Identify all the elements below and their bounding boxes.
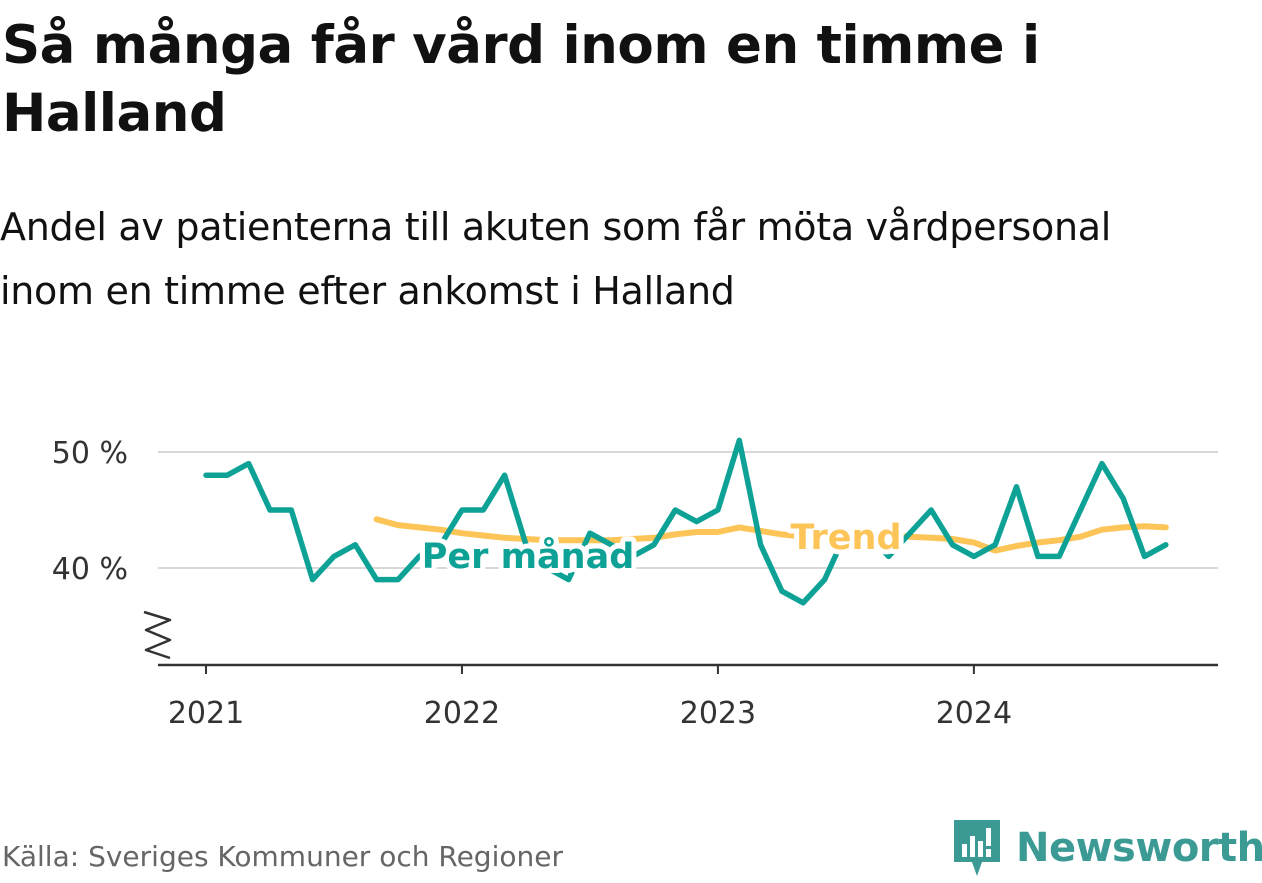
series-lines	[203, 437, 1169, 606]
monthly-line	[203, 437, 1169, 606]
x-tick-label: 2021	[168, 696, 244, 731]
label-per-manad: Per månad	[422, 536, 635, 577]
gridlines	[158, 451, 1218, 569]
y-tick-label: 40 %	[52, 552, 128, 587]
newsworthy-logo-icon	[954, 820, 1000, 876]
brand-name: Newsworthy	[1016, 825, 1262, 871]
series-labels: Per månad Trend	[417, 513, 907, 582]
axis-break-marker	[143, 610, 172, 660]
chart-subtitle: Andel av patienterna till akuten som får…	[0, 205, 1111, 313]
brand-logo: Newsworthy	[952, 818, 1262, 878]
y-tick-label: 50 %	[52, 436, 128, 471]
axes: 40 % 50 % 2021 2022 2023 2024	[52, 436, 1218, 731]
x-tick-label: 2023	[680, 696, 756, 731]
x-tick-label: 2022	[424, 696, 500, 731]
x-tick-label: 2024	[936, 696, 1012, 731]
chart-title: Så många får vård inom en timme i Hallan…	[2, 15, 1040, 144]
label-trend: Trend	[791, 518, 902, 558]
source-note: Källa: Sveriges Kommuner och Regioner	[2, 840, 563, 873]
